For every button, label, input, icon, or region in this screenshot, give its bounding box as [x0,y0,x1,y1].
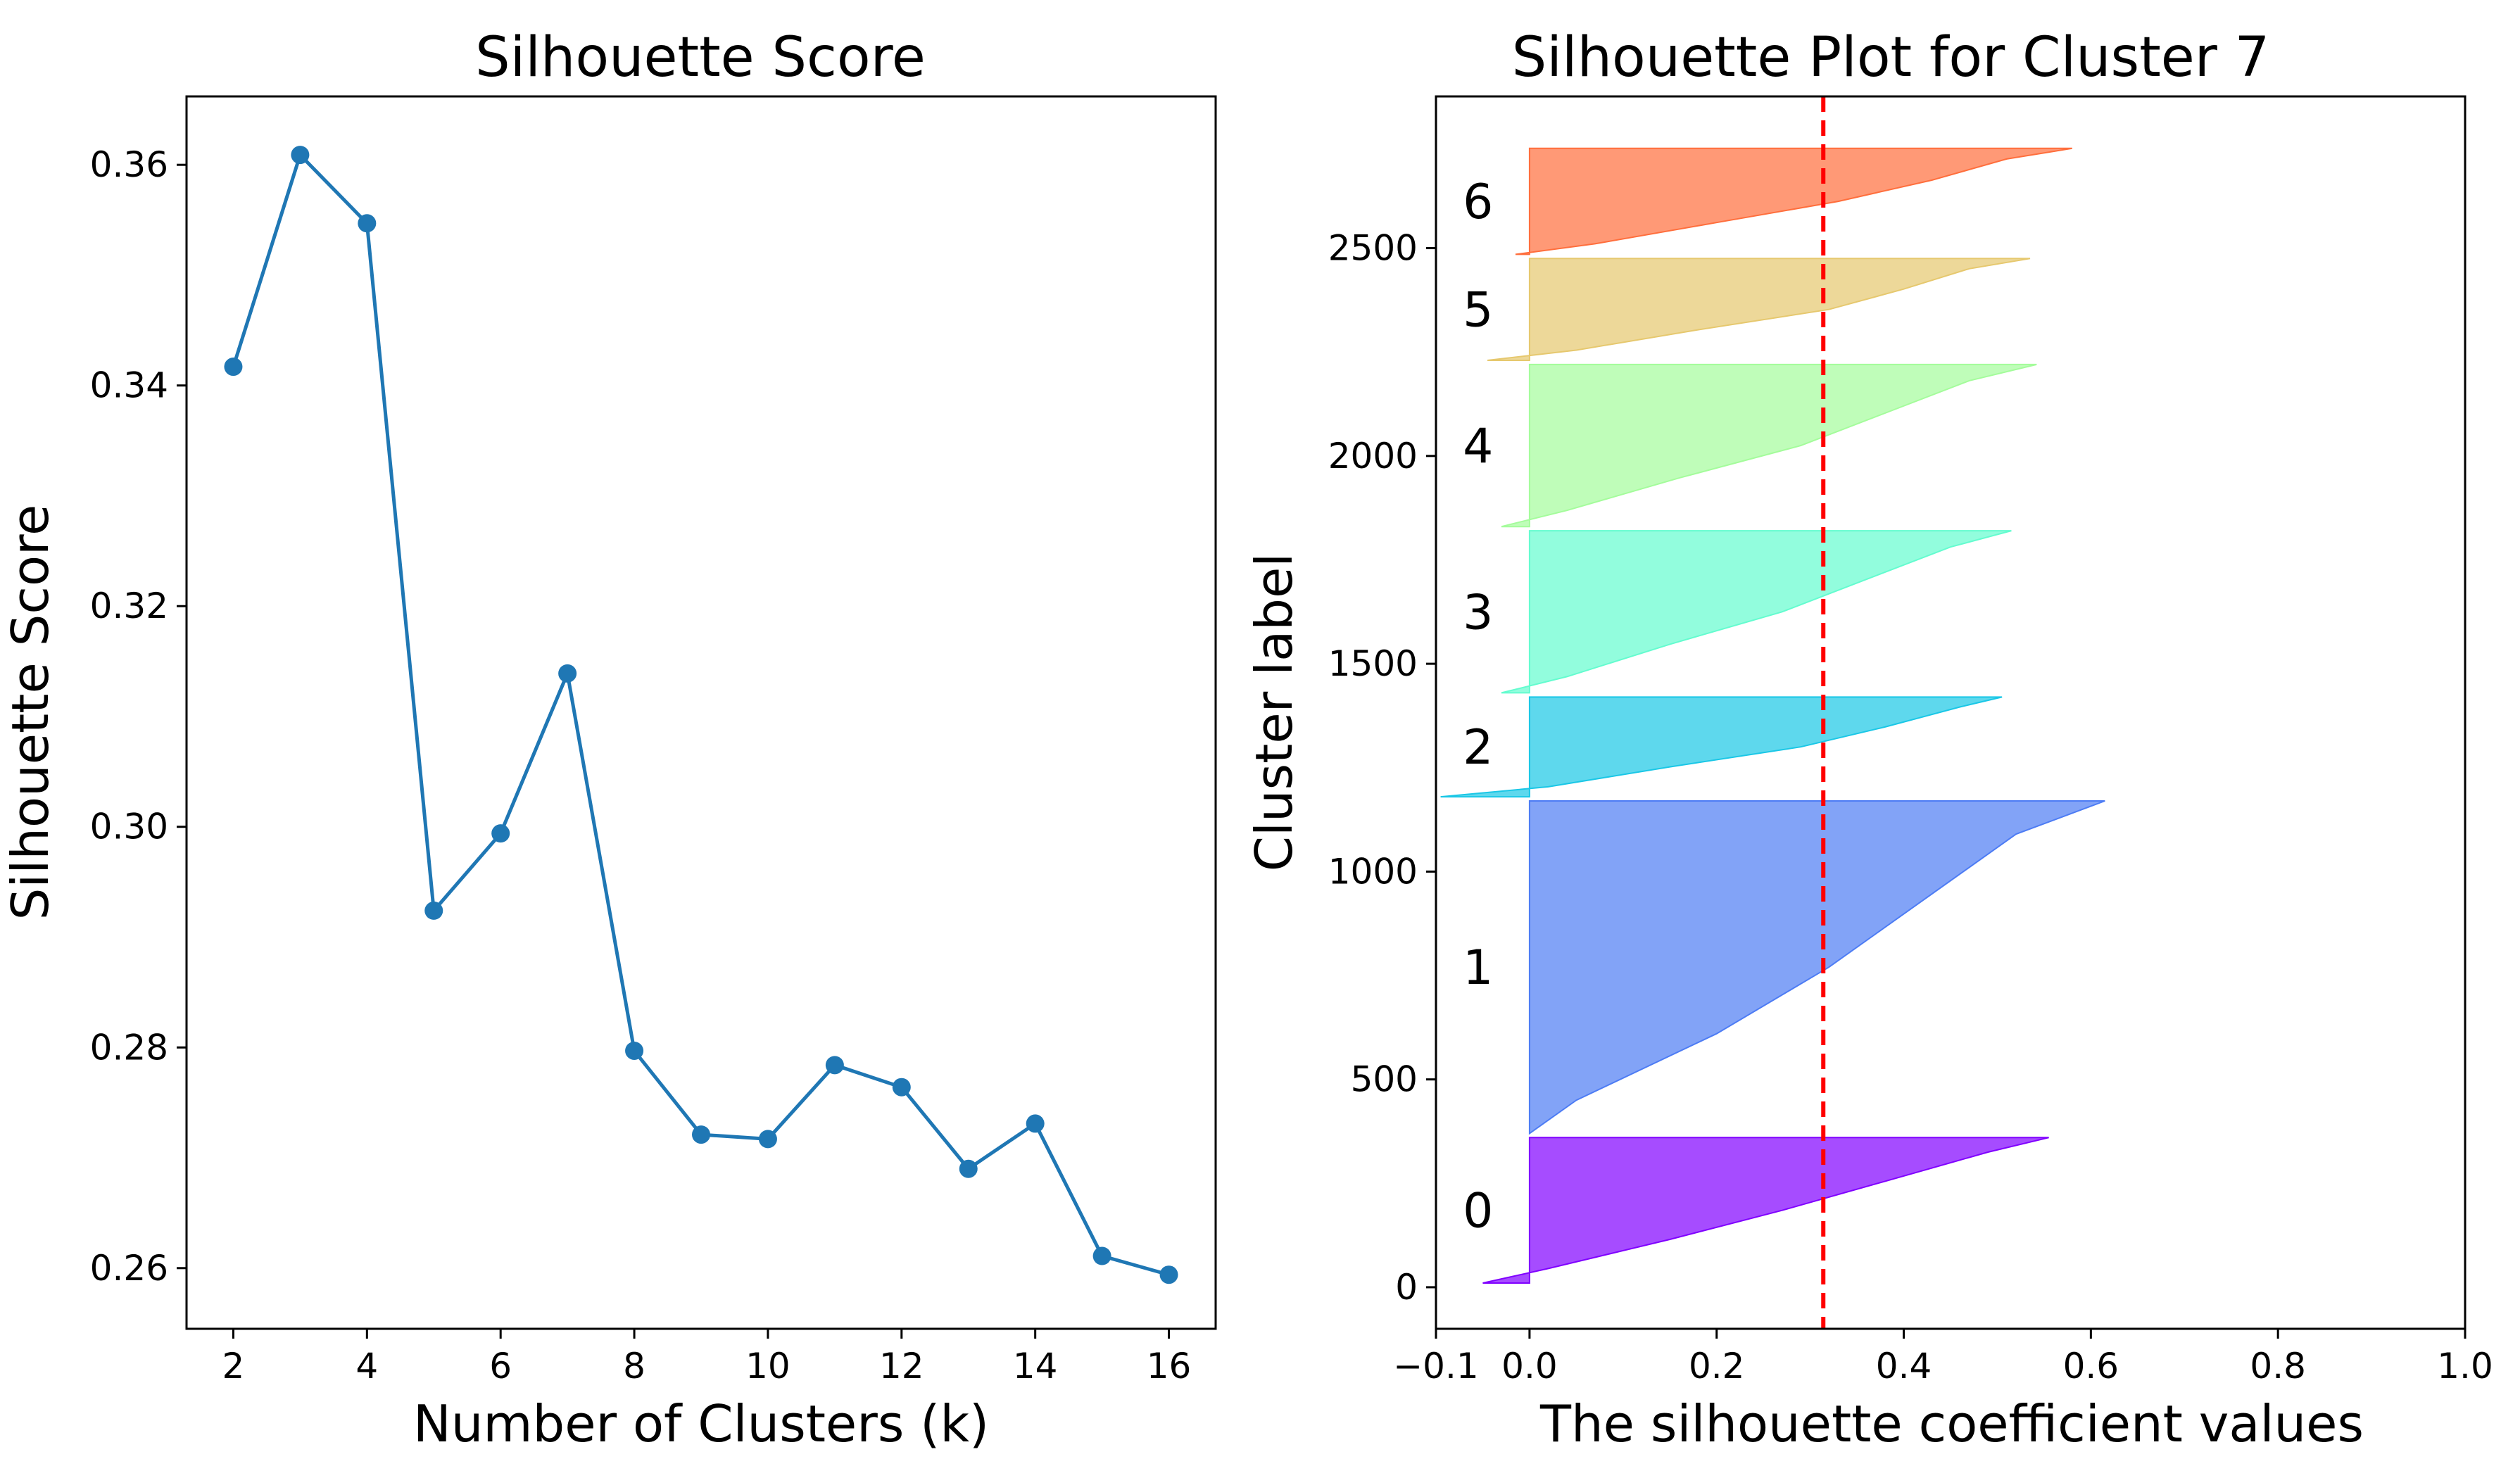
data-point [1159,1265,1178,1284]
x-tick-label: 8 [623,1346,645,1387]
cluster-0-label: 0 [1463,1184,1493,1239]
cluster-2-label: 2 [1463,720,1493,776]
y-axis-label: Silhouette Score [1,505,60,921]
data-point [224,358,243,377]
y-tick-label: 2500 [1328,228,1418,269]
silhouette-plot-chart: Silhouette Plot for Cluster 7 0 1 2 3 4 5 6 −0… [1245,26,2493,1453]
x-tick-label: 14 [1013,1346,1058,1387]
cluster-3-silhouette [1501,530,2012,694]
score-marks [224,146,1178,1284]
y-axis-label: Cluster label [1245,553,1304,872]
x-tick-label: 0.0 [1501,1346,1558,1387]
y-tick-label: 0.28 [90,1027,168,1068]
x-tick-label: 4 [355,1346,378,1387]
cluster-6-silhouette [1515,147,2072,255]
y-tick-label: 0.34 [90,365,168,406]
data-point [825,1056,844,1075]
x-tick-label: 0.6 [2063,1346,2119,1387]
x-tick-label: 1.0 [2437,1346,2493,1387]
data-point [758,1130,777,1149]
data-point [491,824,510,843]
cluster-0-silhouette [1482,1137,2049,1284]
plot-frame [1435,95,2467,1330]
x-ticks: 2 4 6 8 10 12 14 16 [222,1329,1192,1387]
silhouette-score-chart: Silhouette Score 2 4 6 8 10 12 14 16 0.260.280.… [1,26,1217,1453]
y-tick-label: 0.32 [90,586,168,626]
cluster-5-label: 5 [1463,283,1493,339]
x-tick-label: −0.1 [1393,1346,1478,1387]
cluster-1-silhouette [1528,800,2105,1135]
plot-frame [185,95,1217,1330]
x-tick-label: 10 [745,1346,790,1387]
x-tick-label: 0.2 [1689,1346,1745,1387]
data-point [959,1159,978,1178]
x-tick-label: 0.8 [2250,1346,2306,1387]
data-point [625,1041,644,1060]
data-point [558,664,577,683]
y-ticks: 0 500 1000 1500 2000 2500 [1328,228,1436,1308]
x-axis-label: The silhouette coefficient values [1539,1394,2364,1453]
chart-title: Silhouette Plot for Cluster 7 [1512,26,2270,89]
y-tick-label: 1500 [1328,643,1418,684]
cluster-6-label: 6 [1463,175,1493,230]
x-tick-label: 2 [222,1346,245,1387]
cluster-3-label: 3 [1463,585,1493,640]
x-axis-label: Number of Clusters (k) [413,1394,989,1453]
cluster-5-silhouette [1487,258,2031,361]
y-ticks: 0.26 0.28 0.30 0.32 0.34 0.36 [90,144,187,1289]
y-tick-label: 0.36 [90,144,168,185]
data-point [692,1125,710,1144]
cluster-1-label: 1 [1463,940,1493,996]
silhouette-marks: 0 1 2 3 4 5 6 [1440,96,2105,1329]
y-tick-label: 2000 [1328,436,1418,476]
x-ticks: −0.1 0.0 0.2 0.4 0.6 0.8 1.0 [1393,1329,2493,1387]
cluster-2-silhouette [1440,696,2003,798]
y-tick-label: 1000 [1328,851,1418,892]
chart-title: Silhouette Score [475,26,926,89]
data-point [424,901,443,920]
data-point [1092,1246,1111,1265]
x-tick-label: 0.4 [1876,1346,1932,1387]
x-tick-label: 12 [879,1346,924,1387]
x-tick-label: 16 [1147,1346,1192,1387]
y-tick-label: 0 [1395,1267,1418,1308]
data-point [892,1078,911,1097]
y-tick-label: 500 [1351,1059,1418,1100]
cluster-4-silhouette [1501,363,2037,528]
cluster-4-label: 4 [1463,419,1493,474]
data-point [358,214,377,233]
data-point [291,146,310,165]
x-tick-label: 6 [489,1346,512,1387]
data-point [1026,1114,1045,1133]
y-tick-label: 0.30 [90,807,168,847]
y-tick-label: 0.26 [90,1248,168,1289]
